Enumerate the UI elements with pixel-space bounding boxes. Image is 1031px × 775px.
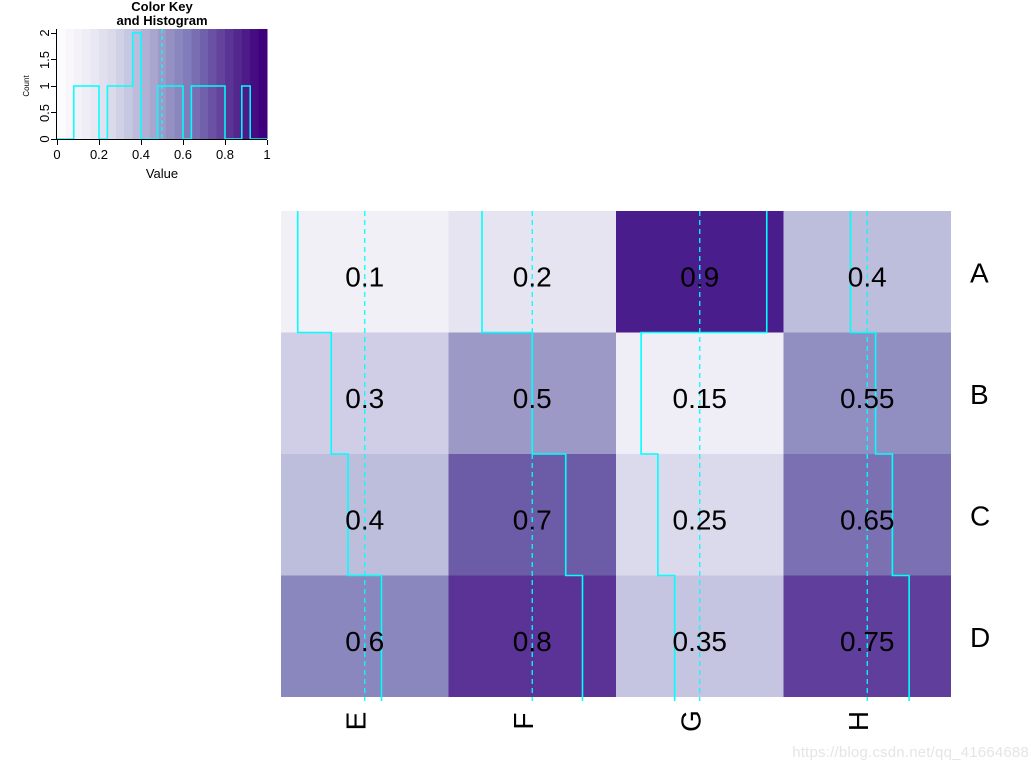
heatmap-cell-label: 0.35 bbox=[673, 626, 728, 657]
key-x-tick-label: 0.2 bbox=[89, 147, 109, 162]
key-x-tick bbox=[98, 140, 100, 145]
column-label: G bbox=[675, 710, 706, 732]
key-gradient-band bbox=[149, 29, 159, 139]
heatmap-cell-label: 0.4 bbox=[848, 261, 887, 292]
key-gradient-band bbox=[141, 29, 150, 139]
heatmap-cell-label: 0.9 bbox=[680, 261, 719, 292]
key-gradient-band bbox=[216, 29, 226, 139]
heatmap-cell-label: 0.25 bbox=[673, 504, 728, 535]
key-x-tick bbox=[56, 140, 58, 145]
column-trace bbox=[640, 211, 768, 701]
key-y-tick bbox=[51, 32, 56, 34]
heatmap-cell-label: 0.6 bbox=[345, 626, 384, 657]
row-label: A bbox=[970, 257, 989, 288]
key-y-tick-label: 0.5 bbox=[36, 103, 52, 122]
key-histogram-trace bbox=[57, 32, 267, 140]
row-label: C bbox=[970, 500, 990, 531]
key-y-tick bbox=[51, 85, 56, 87]
key-x-tick bbox=[266, 140, 268, 145]
key-gradient-band bbox=[157, 29, 167, 139]
row-label: B bbox=[970, 379, 989, 410]
row-label: D bbox=[970, 622, 990, 653]
key-x-tick bbox=[182, 140, 184, 145]
key-x-tick-label: 0.4 bbox=[131, 147, 151, 162]
heatmap: 0.1 0.2 0.9 0.4 0.3 0.5 0.15 0.55 0.4 0.7 0.25 0.65… bbox=[281, 211, 990, 732]
heatmap-cell-label: 0.2 bbox=[513, 261, 552, 292]
key-gradient-band bbox=[124, 29, 133, 139]
key-gradient-band bbox=[233, 29, 243, 139]
key-gradient-band bbox=[199, 29, 209, 139]
heatmap-cell-label: 0.3 bbox=[345, 383, 384, 414]
key-gradient-band bbox=[73, 29, 83, 139]
key-y-tick bbox=[51, 112, 56, 113]
heatmap-cell-label: 0.15 bbox=[673, 383, 728, 414]
color-key-ylabel: Count bbox=[21, 75, 31, 97]
key-gradient-band bbox=[132, 29, 142, 139]
color-key-title: Color Key and Histogram bbox=[57, 0, 267, 28]
key-gradient-band bbox=[208, 29, 217, 139]
key-y-tick-label: 2 bbox=[36, 29, 52, 37]
color-key-xlabel: Value bbox=[145, 166, 179, 181]
column-label: E bbox=[340, 712, 371, 731]
key-y-tick bbox=[51, 59, 56, 60]
key-x-tick-label: 0.8 bbox=[215, 147, 235, 162]
column-trace bbox=[481, 211, 584, 701]
key-gradient-band bbox=[166, 29, 175, 139]
color-key-title-line2: and Histogram bbox=[116, 13, 208, 28]
column-trace bbox=[849, 211, 910, 701]
key-gradient-band bbox=[174, 29, 184, 139]
color-key-plot bbox=[57, 29, 268, 140]
key-gradient-band bbox=[241, 29, 251, 139]
key-gradient-band bbox=[57, 29, 66, 139]
watermark-text: https://blog.csdn.net/qq_41664688 bbox=[792, 744, 1029, 761]
key-y-tick-label: 0 bbox=[36, 135, 52, 143]
heatmap-cell-label: 0.4 bbox=[345, 504, 384, 535]
heatmap-cell-label: 0.55 bbox=[840, 383, 895, 414]
color-key-title-line1: Color Key bbox=[131, 0, 193, 14]
key-x-tick-label: 1 bbox=[263, 147, 271, 162]
color-key-histogram bbox=[57, 29, 268, 140]
key-gradient-band bbox=[90, 29, 100, 139]
heatmap-cell-label: 0.1 bbox=[345, 261, 384, 292]
key-y-tick-label: 1.5 bbox=[36, 50, 52, 69]
key-gradient-band bbox=[225, 29, 234, 139]
key-gradient-band bbox=[99, 29, 108, 139]
column-label: F bbox=[508, 712, 539, 729]
key-gradient-band bbox=[107, 29, 117, 139]
column-trace bbox=[296, 211, 383, 701]
key-gradient-band bbox=[250, 29, 259, 139]
key-x-tick-label: 0.6 bbox=[173, 147, 193, 162]
key-gradient-band bbox=[82, 29, 91, 139]
heatmap-cell-label: 0.65 bbox=[840, 504, 895, 535]
key-x-tick-label: 0 bbox=[53, 147, 61, 162]
column-label: H bbox=[843, 711, 874, 731]
key-gradient-band bbox=[65, 29, 75, 139]
key-gradient-band bbox=[191, 29, 201, 139]
key-gradient-band bbox=[115, 29, 125, 139]
key-gradient-band bbox=[258, 29, 268, 139]
key-y-tick bbox=[51, 138, 56, 140]
heatmap-cell-label: 0.7 bbox=[513, 504, 552, 535]
heatmap-cell-label: 0.5 bbox=[513, 383, 552, 414]
heatmap-cell-label: 0.8 bbox=[513, 626, 552, 657]
heatmap-cell-label: 0.75 bbox=[840, 626, 895, 657]
key-x-tick bbox=[224, 140, 226, 145]
key-gradient-band bbox=[183, 29, 192, 139]
key-x-tick bbox=[140, 140, 142, 145]
